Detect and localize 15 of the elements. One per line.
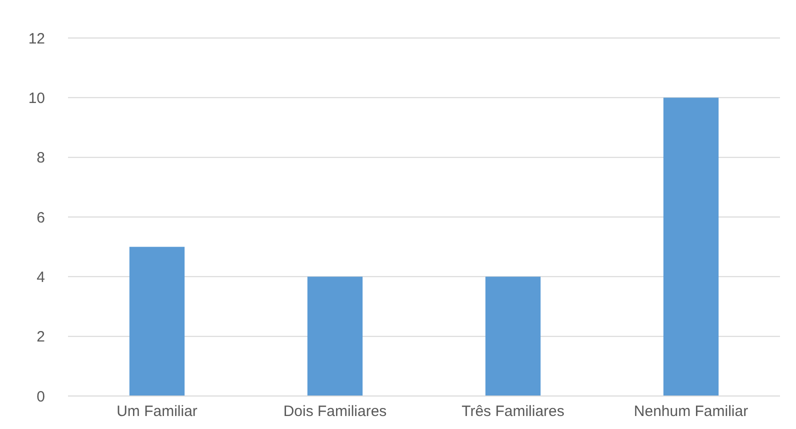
x-tick-label: Nenhum Familiar <box>634 403 748 420</box>
y-tick-label: 6 <box>36 209 45 226</box>
y-tick-label: 2 <box>36 328 45 346</box>
y-tick-label: 4 <box>36 268 45 286</box>
bar <box>663 98 719 396</box>
x-tick-label: Três Familiares <box>462 403 564 420</box>
x-tick-label: Dois Familiares <box>283 403 387 420</box>
x-tick-label: Um Familiar <box>116 403 198 420</box>
y-tick-label: 12 <box>28 30 45 48</box>
bar <box>129 246 185 396</box>
y-tick-label: 10 <box>28 90 45 107</box>
y-tick-label: 0 <box>36 388 45 406</box>
bar <box>485 276 541 396</box>
bar <box>307 276 363 396</box>
y-tick-label: 8 <box>36 150 45 167</box>
